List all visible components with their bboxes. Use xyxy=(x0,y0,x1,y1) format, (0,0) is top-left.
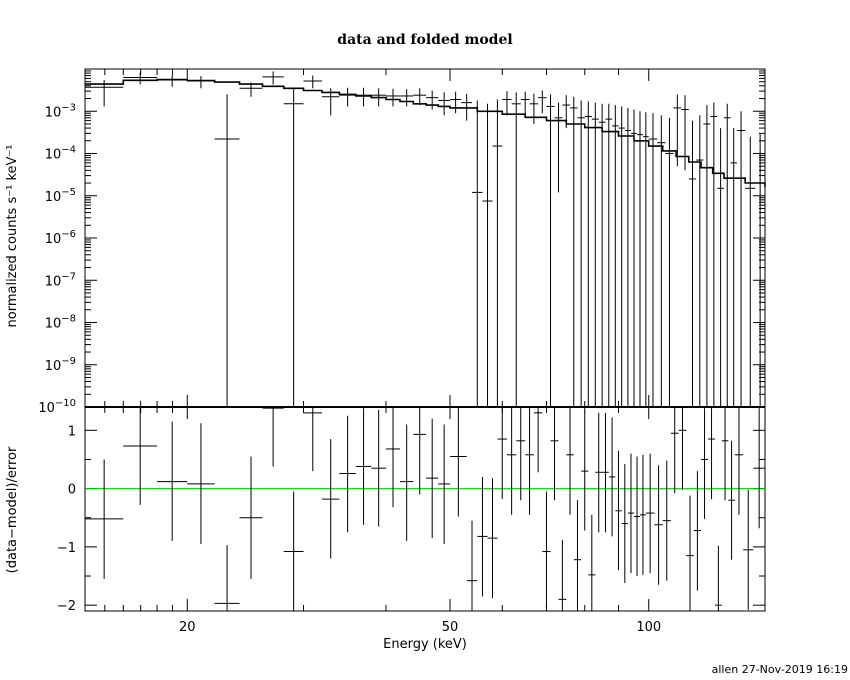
y-tick-exponent: −5 xyxy=(61,187,76,198)
y-tick-exponent: −6 xyxy=(61,229,76,240)
y-tick-label: 10−5 xyxy=(45,187,76,205)
y-tick-mantissa: 10 xyxy=(45,190,62,205)
y-axis-label-bottom: (data−model)/error xyxy=(5,446,20,573)
y-tick-label: 10−8 xyxy=(45,314,76,332)
y-tick-mantissa: 10 xyxy=(45,105,62,120)
spectrum-panel xyxy=(84,68,766,408)
y-tick-exponent: −3 xyxy=(61,102,76,113)
y-tick-label: 10−3 xyxy=(45,102,76,120)
y-tick-mantissa: 10 xyxy=(45,274,62,289)
y-tick-label: 10−6 xyxy=(45,229,76,247)
y-tick-mantissa: 10 xyxy=(45,317,62,332)
y-tick-label: 10−4 xyxy=(45,145,76,163)
footer-stamp: allen 27-Nov-2019 16:19 xyxy=(712,663,848,676)
residuals-frame xyxy=(84,406,766,612)
y-axis-label-top: normalized counts s⁻¹ keV⁻¹ xyxy=(5,145,20,328)
y-tick-mantissa: 10 xyxy=(45,232,62,247)
y-tick-label: 10−10 xyxy=(38,398,76,416)
chart-title: data and folded model xyxy=(337,32,512,48)
plot-labels: 20 50 10010−310−410−510−610−710−810−910−10… xyxy=(5,32,848,676)
x-tick-label: 50 xyxy=(442,620,459,635)
y-tick-exponent: −7 xyxy=(61,271,76,282)
y-tick-exponent: −8 xyxy=(61,314,76,325)
y-tick-label: 10−9 xyxy=(45,356,76,374)
y-tick-mantissa: 10 xyxy=(45,359,62,374)
residuals-panel xyxy=(84,406,766,612)
y-tick-exponent: −4 xyxy=(61,145,76,156)
model-curve xyxy=(85,78,766,188)
y-tick-mantissa: 10 xyxy=(38,401,55,416)
y-tick-exponent: −10 xyxy=(55,398,76,409)
spectrum-frame xyxy=(84,68,766,408)
y-tick-label: −2 xyxy=(57,599,76,614)
y-tick-exponent: −9 xyxy=(61,356,76,367)
y-tick-label: 0 xyxy=(68,483,76,498)
y-tick-label: 10−7 xyxy=(45,271,76,289)
y-tick-label: 1 xyxy=(68,424,76,439)
y-tick-label: −1 xyxy=(57,541,76,556)
x-axis-label: Energy (keV) xyxy=(383,637,467,652)
x-tick-label: 100 xyxy=(636,620,661,635)
y-tick-mantissa: 10 xyxy=(45,148,62,163)
x-tick-label: 20 xyxy=(179,620,196,635)
